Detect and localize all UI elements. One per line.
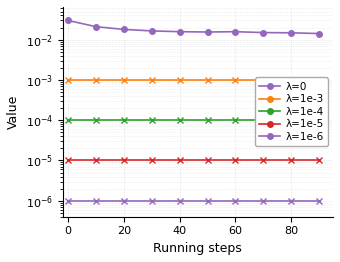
λ=1e-3 [234, 78, 238, 81]
λ=1e-6 [94, 199, 98, 202]
Line: λ=1e-5: λ=1e-5 [65, 157, 323, 164]
Y-axis label: Value: Value [7, 95, 20, 129]
λ=1e-4 [261, 119, 266, 122]
λ=1e-5 [94, 159, 98, 162]
λ=1e-3 [94, 78, 98, 81]
λ=1e-6 [177, 199, 182, 202]
λ=1e-6 [122, 199, 126, 202]
λ=1e-3 [261, 78, 266, 81]
λ=1e-6 [289, 199, 293, 202]
λ=1e-5 [205, 159, 209, 162]
λ=1e-4 [94, 119, 98, 122]
Line: λ=1e-3: λ=1e-3 [65, 77, 323, 83]
λ=1e-4 [66, 119, 70, 122]
λ=1e-3 [289, 78, 293, 81]
λ=0 [66, 19, 70, 22]
λ=1e-5 [177, 159, 182, 162]
λ=1e-4 [317, 119, 321, 122]
λ=0 [317, 32, 321, 35]
λ=0 [177, 30, 182, 33]
λ=1e-5 [150, 159, 154, 162]
λ=0 [289, 31, 293, 34]
λ=0 [122, 28, 126, 31]
λ=0 [150, 29, 154, 32]
Legend: λ=0, λ=1e-3, λ=1e-4, λ=1e-5, λ=1e-6: λ=0, λ=1e-3, λ=1e-4, λ=1e-5, λ=1e-6 [255, 78, 328, 146]
λ=1e-4 [205, 119, 209, 122]
λ=1e-3 [66, 78, 70, 81]
Line: λ=1e-4: λ=1e-4 [65, 117, 323, 124]
λ=1e-6 [150, 199, 154, 202]
λ=1e-3 [177, 78, 182, 81]
Line: λ=0: λ=0 [65, 18, 322, 36]
λ=1e-4 [150, 119, 154, 122]
λ=1e-5 [66, 159, 70, 162]
λ=0 [94, 25, 98, 28]
λ=0 [205, 30, 209, 34]
λ=1e-6 [317, 199, 321, 202]
λ=1e-3 [150, 78, 154, 81]
λ=1e-4 [122, 119, 126, 122]
X-axis label: Running steps: Running steps [153, 242, 242, 255]
λ=0 [261, 31, 266, 34]
λ=1e-3 [205, 78, 209, 81]
λ=1e-4 [289, 119, 293, 122]
λ=1e-4 [234, 119, 238, 122]
λ=1e-3 [122, 78, 126, 81]
Line: λ=1e-6: λ=1e-6 [65, 197, 323, 204]
λ=1e-5 [317, 159, 321, 162]
λ=1e-6 [261, 199, 266, 202]
λ=1e-4 [177, 119, 182, 122]
λ=1e-5 [122, 159, 126, 162]
λ=1e-5 [234, 159, 238, 162]
λ=1e-6 [234, 199, 238, 202]
λ=1e-6 [205, 199, 209, 202]
λ=1e-5 [261, 159, 266, 162]
λ=1e-6 [66, 199, 70, 202]
λ=1e-5 [289, 159, 293, 162]
λ=0 [234, 30, 238, 33]
λ=1e-3 [317, 78, 321, 81]
